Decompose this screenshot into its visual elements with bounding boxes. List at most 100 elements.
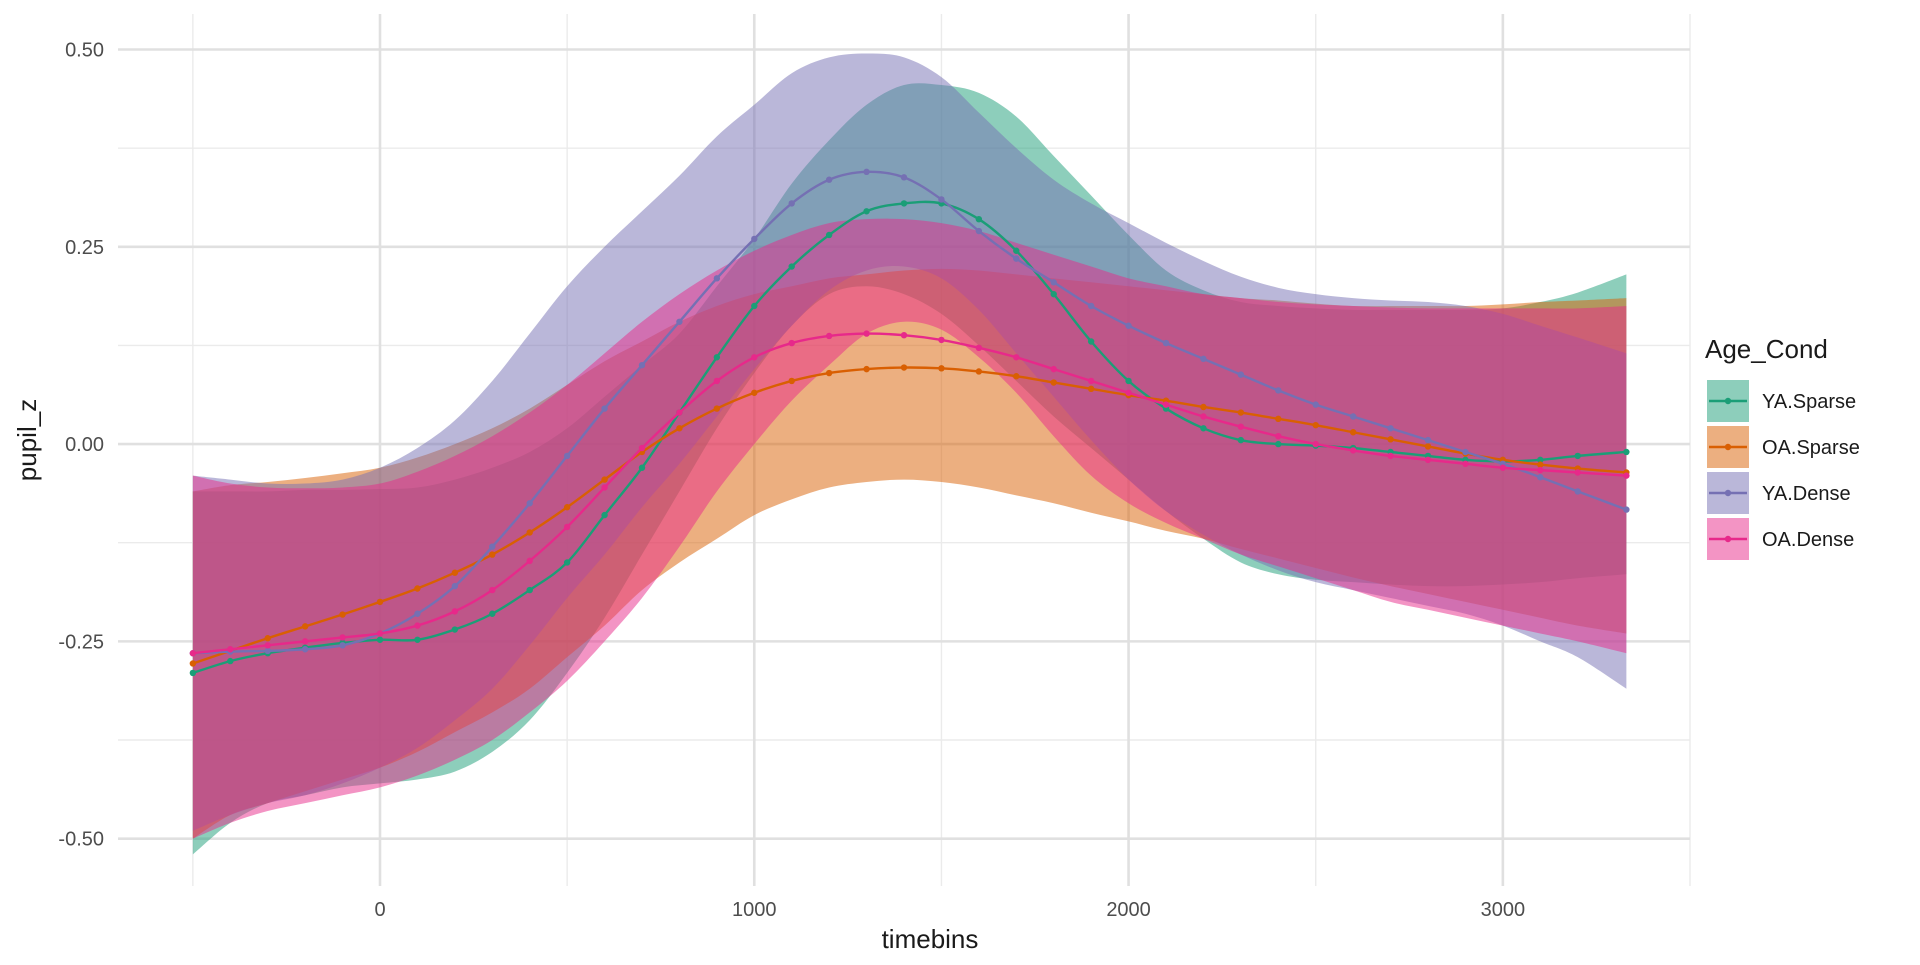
point-ya-sparse (1237, 436, 1245, 444)
point-oa-sparse (526, 529, 533, 536)
point-ya-sparse (1623, 448, 1630, 456)
point-oa-dense (975, 344, 983, 352)
point-oa-sparse (825, 369, 833, 377)
point-ya-sparse (376, 636, 384, 643)
point-oa-dense (1125, 389, 1132, 396)
point-oa-dense (1275, 432, 1282, 440)
point-oa-dense (1462, 460, 1469, 468)
point-ya-dense (1087, 302, 1095, 310)
point-oa-sparse (1237, 409, 1245, 416)
legend-label: OA.Dense (1762, 529, 1854, 551)
point-ya-sparse (1275, 440, 1282, 448)
point-ya-dense (938, 196, 945, 203)
point-oa-dense (189, 650, 197, 657)
point-ya-dense (489, 543, 496, 550)
point-ya-sparse (825, 231, 833, 239)
point-oa-dense (1200, 413, 1207, 420)
legend-label: YA.Dense (1762, 483, 1851, 505)
x-tick-label: 0 (374, 899, 385, 921)
x-tick-label: 3000 (1481, 899, 1526, 921)
point-oa-sparse (1349, 429, 1357, 436)
point-oa-sparse (601, 476, 608, 483)
legend-key-point (1724, 397, 1732, 405)
point-oa-dense (1162, 401, 1170, 408)
point-oa-sparse (489, 551, 496, 558)
point-ya-dense (1162, 339, 1170, 347)
point-oa-dense (676, 409, 683, 416)
point-oa-sparse (1050, 379, 1057, 386)
point-oa-dense (451, 608, 459, 615)
point-oa-sparse (339, 611, 346, 618)
point-ya-sparse (900, 200, 908, 207)
point-oa-dense (1349, 447, 1357, 454)
point-ya-dense (1623, 506, 1630, 513)
point-oa-sparse (376, 598, 384, 606)
point-ya-sparse (489, 610, 496, 617)
legend-key-point (1724, 535, 1732, 543)
legend-label: OA.Sparse (1762, 437, 1860, 459)
point-oa-sparse (751, 389, 758, 396)
point-ya-sparse (601, 511, 608, 519)
point-oa-dense (638, 444, 646, 452)
x-tick-label: 1000 (732, 899, 777, 921)
point-oa-sparse (1537, 461, 1544, 468)
point-ya-dense (638, 361, 646, 369)
point-oa-dense (489, 586, 496, 594)
point-oa-dense (1574, 469, 1581, 476)
point-oa-dense (1387, 452, 1394, 460)
point-oa-sparse (189, 660, 197, 667)
point-ya-sparse (526, 586, 533, 594)
legend: Age_Cond YA.Sparse OA.Sparse YA.Dense OA.De… (1705, 334, 1860, 560)
point-ya-dense (526, 500, 533, 507)
point-ya-sparse (975, 215, 983, 223)
point-ya-dense (863, 168, 870, 176)
point-ya-dense (1424, 436, 1432, 444)
point-ya-dense (751, 235, 758, 243)
point-ya-sparse (563, 559, 571, 566)
point-ya-sparse (1050, 290, 1057, 298)
point-oa-sparse (1424, 443, 1432, 450)
point-ya-dense (1574, 488, 1581, 495)
point-ya-dense (900, 174, 908, 181)
point-ya-dense (451, 582, 459, 590)
point-oa-dense (825, 332, 833, 340)
point-ya-sparse (1087, 338, 1095, 345)
point-ya-sparse (1125, 377, 1132, 385)
point-oa-dense (1050, 365, 1057, 373)
point-ya-dense (339, 642, 346, 649)
legend-item-oa-sparse: OA.Sparse (1707, 426, 1860, 468)
point-oa-dense (1013, 354, 1020, 361)
point-oa-dense (264, 642, 271, 649)
point-ya-dense (1200, 355, 1207, 363)
point-oa-dense (414, 622, 421, 629)
point-oa-dense (1537, 466, 1544, 474)
point-oa-sparse (414, 585, 421, 592)
point-ya-sparse (414, 636, 421, 643)
point-ya-dense (1387, 425, 1394, 432)
band-oa-dense (192, 218, 1627, 839)
point-oa-dense (1237, 423, 1245, 430)
point-ya-sparse (1574, 452, 1581, 460)
point-oa-sparse (1275, 415, 1282, 423)
point-ya-dense (1275, 387, 1282, 394)
point-oa-dense (900, 331, 908, 339)
point-oa-sparse (1312, 421, 1319, 429)
point-oa-dense (788, 339, 795, 347)
y-tick-label: 0.25 (65, 237, 104, 259)
point-oa-sparse (264, 635, 271, 642)
legend-item-ya-sparse: YA.Sparse (1707, 380, 1856, 422)
point-ya-sparse (1013, 247, 1020, 254)
x-tick-label: 2000 (1106, 899, 1151, 921)
point-oa-dense (1312, 440, 1319, 448)
legend-item-ya-dense: YA.Dense (1707, 472, 1851, 514)
point-ya-dense (414, 610, 421, 617)
point-ya-sparse (1537, 456, 1544, 464)
point-ya-sparse (713, 354, 721, 361)
confidence-bands (192, 53, 1627, 855)
point-ya-dense (563, 452, 571, 460)
point-oa-dense (1623, 472, 1630, 479)
point-oa-sparse (900, 364, 908, 371)
point-ya-sparse (189, 669, 197, 677)
